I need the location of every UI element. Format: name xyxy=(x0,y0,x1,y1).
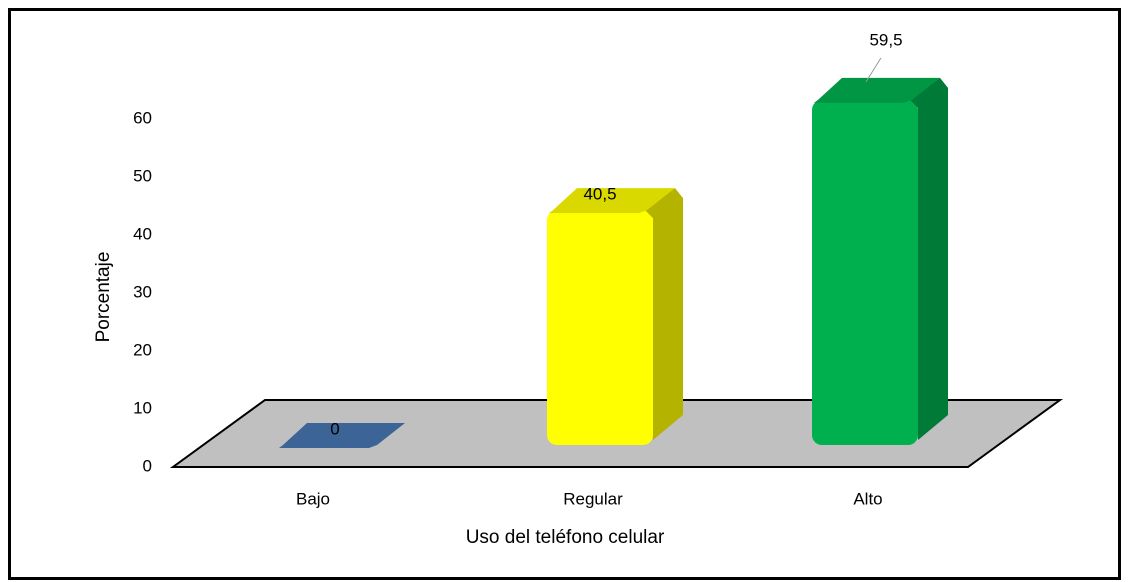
bar-front xyxy=(812,99,918,446)
bar-top xyxy=(279,423,405,448)
bar-top xyxy=(814,77,940,103)
y-tick-label: 50 xyxy=(133,166,152,185)
data-label: 0 xyxy=(330,419,339,438)
bar-top xyxy=(549,188,675,214)
data-label: 59,5 xyxy=(869,30,902,49)
y-tick-label: 40 xyxy=(133,224,152,243)
label-leader xyxy=(865,57,882,83)
data-label: 40,5 xyxy=(583,185,616,204)
bar-side xyxy=(645,188,683,440)
y-tick-label: 20 xyxy=(133,340,152,359)
y-axis-title: Porcentaje xyxy=(93,252,114,343)
x-tick-label: Alto xyxy=(853,489,882,508)
bar-front xyxy=(547,210,653,445)
x-tick-label: Bajo xyxy=(296,489,330,508)
x-axis-title: Uso del teléfono celular xyxy=(466,527,665,548)
y-tick-label: 0 xyxy=(143,456,152,475)
y-tick-label: 10 xyxy=(133,398,152,417)
x-tick-label: Regular xyxy=(563,489,623,508)
y-tick-label: 30 xyxy=(133,282,152,301)
bar-side xyxy=(910,77,948,441)
y-tick-label: 60 xyxy=(133,108,152,127)
